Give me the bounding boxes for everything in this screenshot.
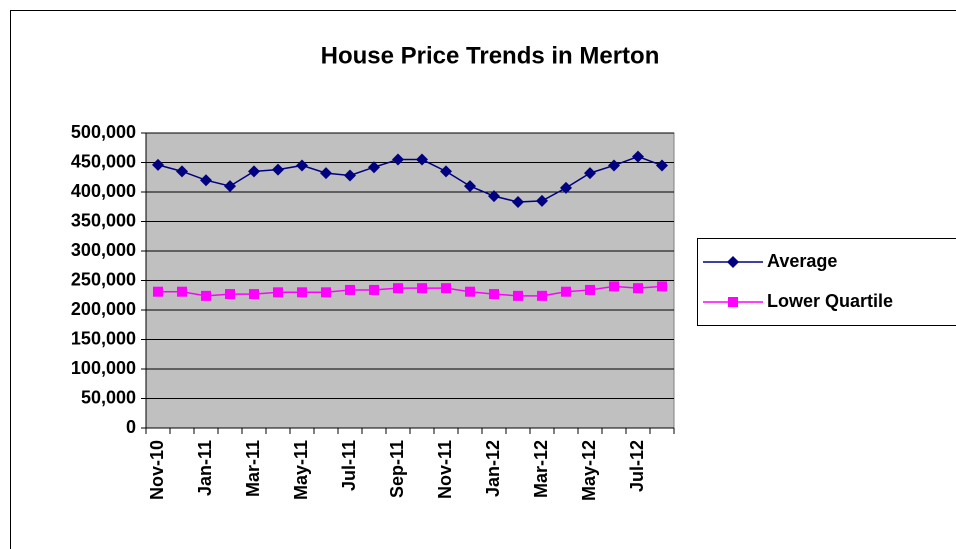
data-point: [608, 159, 620, 172]
data-point: [153, 286, 163, 297]
legend-marker: [728, 297, 738, 307]
data-point: [465, 286, 475, 297]
legend: [697, 238, 956, 326]
x-tick-label: Mar-11: [243, 440, 263, 497]
x-tick-label: May-12: [579, 440, 599, 501]
data-point: [369, 284, 379, 295]
data-point: [249, 289, 259, 300]
data-point: [417, 283, 427, 294]
data-point: [632, 150, 644, 163]
data-point: [561, 286, 571, 297]
y-tick-label: 500,000: [71, 122, 136, 142]
y-tick-label: 250,000: [71, 269, 136, 289]
y-tick-label: 50,000: [81, 387, 136, 407]
data-point: [536, 194, 548, 207]
data-point: [201, 290, 211, 301]
data-point: [656, 159, 668, 172]
data-point: [321, 287, 331, 298]
data-point: [200, 174, 212, 187]
legend-marker: [727, 256, 739, 268]
data-point: [296, 159, 308, 172]
data-point: [392, 153, 404, 166]
data-point: [152, 158, 164, 171]
data-point: [464, 180, 476, 193]
data-point: [560, 181, 572, 194]
legend-label: Lower Quartile: [767, 291, 893, 311]
data-point: [320, 167, 332, 180]
y-tick-label: 300,000: [71, 240, 136, 260]
data-point: [584, 167, 596, 180]
data-point: [345, 284, 355, 295]
data-point: [344, 169, 356, 182]
data-point: [489, 289, 499, 300]
x-tick-label: Mar-12: [531, 440, 551, 498]
data-point: [609, 281, 619, 292]
series-line: [158, 285, 663, 297]
y-tick-label: 200,000: [71, 299, 136, 319]
data-point: [272, 163, 284, 176]
data-point: [537, 290, 547, 301]
x-tick-label: May-11: [291, 440, 311, 500]
data-point: [176, 165, 188, 178]
x-tick-label: Jul-12: [627, 440, 647, 492]
data-point: [657, 281, 667, 292]
x-tick-label: Nov-10: [147, 440, 167, 500]
x-tick-label: Sep-11: [387, 440, 407, 498]
y-tick-label: 150,000: [71, 328, 136, 348]
data-point: [393, 283, 403, 294]
series-line: [157, 155, 663, 203]
data-point: [633, 283, 643, 294]
y-tick-label: 350,000: [71, 210, 136, 230]
x-tick-label: Jul-11: [339, 440, 359, 491]
data-point: [585, 284, 595, 295]
data-point: [440, 165, 452, 178]
data-point: [177, 286, 187, 297]
data-point: [248, 165, 260, 178]
x-tick-label: Nov-11: [435, 440, 455, 499]
x-tick-label: Jan-12: [483, 440, 503, 497]
data-point: [513, 290, 523, 301]
y-tick-label: 400,000: [71, 181, 136, 201]
y-tick-label: 0: [126, 417, 136, 437]
data-point: [416, 153, 428, 166]
data-point: [488, 190, 500, 203]
legend-label: Average: [767, 251, 837, 271]
data-point: [297, 287, 307, 298]
data-point: [224, 180, 236, 193]
chart-title: House Price Trends in Merton: [321, 42, 660, 69]
x-tick-label: Jan-11: [195, 440, 215, 496]
data-point: [368, 161, 380, 174]
y-tick-label: 450,000: [71, 151, 136, 171]
data-point: [512, 196, 524, 209]
data-point: [273, 287, 283, 298]
data-point: [225, 289, 235, 300]
y-tick-label: 100,000: [71, 358, 136, 378]
data-point: [441, 283, 451, 294]
